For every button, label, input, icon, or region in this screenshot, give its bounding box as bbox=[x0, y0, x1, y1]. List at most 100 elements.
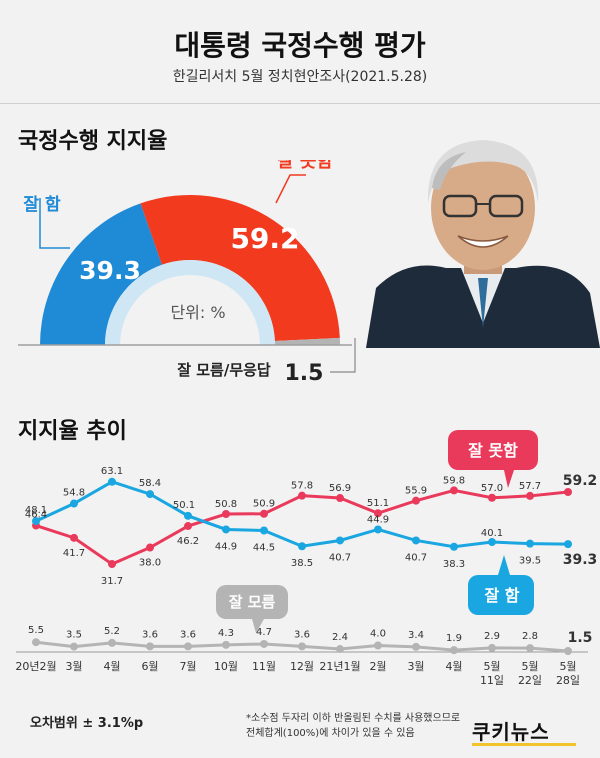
series-point-0-7 bbox=[298, 491, 306, 500]
data-label-0-12: 57.0 bbox=[481, 483, 503, 494]
data-label-2-9: 4.0 bbox=[370, 629, 386, 640]
data-label-0-0: 46.4 bbox=[25, 510, 47, 521]
series-point-0-9 bbox=[374, 509, 382, 518]
data-label-1-9: 44.9 bbox=[367, 514, 389, 525]
series-point-1-8 bbox=[336, 536, 344, 545]
series-point-0-14 bbox=[564, 488, 572, 497]
good-leader-line bbox=[39, 198, 70, 249]
data-label-1-13: 39.5 bbox=[519, 556, 541, 567]
series-point-1-7 bbox=[298, 542, 306, 551]
series-point-2-4 bbox=[184, 642, 192, 651]
gauge-dk-segment bbox=[274, 337, 340, 345]
series-point-2-1 bbox=[70, 642, 78, 651]
gauge-bad-segment bbox=[140, 194, 340, 341]
gauge-arcs bbox=[40, 194, 340, 345]
series-point-1-5 bbox=[222, 525, 230, 534]
x-tick-label-11: 4월 bbox=[445, 660, 462, 673]
x-tick-label-14-b: 28일 bbox=[556, 673, 580, 687]
bad-callout-bubble bbox=[448, 430, 538, 488]
series-point-0-10 bbox=[412, 496, 420, 505]
series-point-0-12 bbox=[488, 493, 496, 502]
bad-callout-label: 잘 못함 bbox=[468, 441, 518, 460]
series-point-0-4 bbox=[184, 522, 192, 531]
x-tick-label-5: 10월 bbox=[214, 660, 238, 673]
data-label-2-11: 1.9 bbox=[446, 633, 462, 644]
x-tick-label-4: 7월 bbox=[179, 660, 196, 673]
gauge-inner-ring bbox=[105, 260, 275, 345]
data-label-2-13: 2.8 bbox=[522, 631, 538, 642]
x-tick-label-0: 20년2월 bbox=[15, 660, 56, 673]
dk-callout-label: 잘 모름 bbox=[229, 593, 276, 611]
x-tick-label-6: 11월 bbox=[252, 660, 276, 673]
series-point-0-5 bbox=[222, 510, 230, 519]
data-label-0-9: 51.1 bbox=[367, 498, 389, 509]
data-label-0-2: 31.7 bbox=[101, 576, 123, 587]
series-point-1-2 bbox=[108, 477, 116, 486]
series-point-1-10 bbox=[412, 536, 420, 545]
data-label-1-12: 40.1 bbox=[481, 528, 503, 539]
dk-leader-line bbox=[330, 338, 356, 373]
x-tick-label-10: 3월 bbox=[407, 660, 424, 673]
data-label-1-11: 38.3 bbox=[443, 559, 465, 570]
footnote-line-1: *소수점 두자리 이하 반올림된 수치를 사용했으므로 bbox=[246, 713, 461, 724]
data-label-2-6: 4.7 bbox=[256, 627, 272, 638]
president-portrait-image bbox=[366, 118, 600, 348]
data-label-1-14: 39.3 bbox=[563, 552, 598, 568]
data-label-2-10: 3.4 bbox=[408, 630, 424, 641]
dk-label: 잘 모름/무응답 bbox=[177, 361, 271, 379]
x-tick-label-14: 5월 bbox=[559, 660, 576, 673]
data-label-1-3: 58.4 bbox=[139, 478, 161, 489]
x-tick-label-3: 6월 bbox=[141, 660, 158, 673]
series-point-1-14 bbox=[564, 540, 572, 549]
approval-gauge: 잘 함 잘 못함 39.3 59.2 단위: % 잘 모름/무응답 1.5 bbox=[18, 160, 356, 386]
data-label-0-13: 57.7 bbox=[519, 481, 541, 492]
data-label-2-7: 3.6 bbox=[294, 629, 310, 640]
data-label-1-1: 54.8 bbox=[63, 488, 85, 499]
good-value: 39.3 bbox=[79, 256, 141, 285]
series-point-2-9 bbox=[374, 641, 382, 650]
x-tick-label-13: 5월 bbox=[521, 660, 538, 673]
data-label-1-6: 44.5 bbox=[253, 543, 275, 554]
series-point-2-7 bbox=[298, 642, 306, 651]
series-point-0-11 bbox=[450, 486, 458, 495]
data-label-2-14: 1.5 bbox=[568, 630, 593, 646]
series-point-2-2 bbox=[108, 638, 116, 647]
data-label-2-8: 2.4 bbox=[332, 632, 348, 643]
series-point-1-4 bbox=[184, 511, 192, 520]
series-point-2-3 bbox=[146, 642, 154, 651]
gauge-section-title: 국정수행 지지율 bbox=[18, 129, 168, 154]
series-point-2-8 bbox=[336, 645, 344, 654]
footnote: *소수점 두자리 이하 반올림된 수치를 사용했으므로 전체합계(100%)에 … bbox=[246, 711, 486, 741]
x-tick-label-13-b: 22일 bbox=[518, 673, 542, 687]
data-label-0-14: 59.2 bbox=[563, 473, 598, 489]
data-label-0-8: 56.9 bbox=[329, 483, 351, 494]
data-label-1-4: 50.1 bbox=[173, 500, 195, 511]
data-label-1-7: 38.5 bbox=[291, 558, 313, 569]
series-point-2-6 bbox=[260, 639, 268, 648]
data-label-0-11: 59.8 bbox=[443, 475, 465, 486]
series-point-0-3 bbox=[146, 543, 154, 552]
bad-leader-line bbox=[275, 174, 306, 204]
series-point-1-9 bbox=[374, 525, 382, 534]
good-label: 잘 함 bbox=[23, 194, 61, 215]
data-label-2-4: 3.6 bbox=[180, 629, 196, 640]
series-point-0-6 bbox=[260, 509, 268, 518]
data-label-2-1: 3.5 bbox=[66, 630, 82, 641]
data-label-2-0: 5.5 bbox=[28, 625, 44, 636]
series-point-1-3 bbox=[146, 490, 154, 499]
trend-line-chart: 46.4 41.7 31.7 38.0 46.2 50.8 50.9 57.8 56.9 51.1… bbox=[15, 430, 598, 687]
bad-value: 59.2 bbox=[230, 222, 299, 255]
bad-label: 잘 못함 bbox=[277, 160, 333, 172]
series-point-1-12 bbox=[488, 538, 496, 547]
page-title: 대통령 국정수행 평가 bbox=[174, 29, 426, 62]
page-subtitle: 한길리서치 5월 정치현안조사(2021.5.28) bbox=[172, 69, 428, 85]
series-point-2-0 bbox=[32, 638, 40, 647]
data-label-0-3: 38.0 bbox=[139, 558, 161, 569]
data-label-1-5: 44.9 bbox=[215, 541, 237, 552]
data-label-2-3: 3.6 bbox=[142, 629, 158, 640]
data-label-0-1: 41.7 bbox=[63, 548, 85, 559]
publisher-logo: 쿠키뉴스 bbox=[472, 720, 550, 744]
logo-underline bbox=[472, 743, 576, 746]
data-label-0-10: 55.9 bbox=[405, 486, 427, 497]
series-point-1-0 bbox=[32, 517, 40, 526]
